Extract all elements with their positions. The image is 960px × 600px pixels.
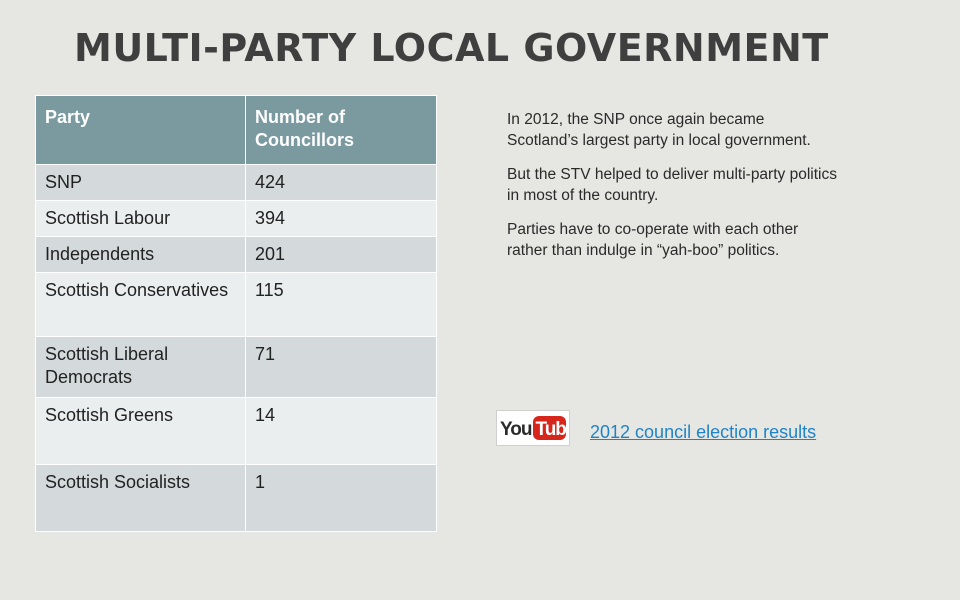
table-row: SNP 424 — [35, 164, 437, 201]
party-cell: SNP — [35, 164, 246, 201]
councillors-cell: 1 — [245, 464, 437, 532]
commentary-paragraph: Parties have to co-operate with each oth… — [507, 221, 799, 259]
councillors-cell: 14 — [245, 397, 437, 465]
party-cell: Scottish Socialists — [35, 464, 246, 532]
slide-title: MULTI-PARTY LOCAL GOVERNMENT — [74, 26, 829, 70]
councillors-cell: 201 — [245, 236, 437, 273]
party-cell: Independents — [35, 236, 246, 273]
youtube-logo-icon[interactable]: You Tube — [496, 410, 570, 446]
table-row: Scottish Conservatives 115 — [35, 272, 437, 337]
councillors-cell: 115 — [245, 272, 437, 337]
table-row: Scottish Socialists 1 — [35, 464, 437, 532]
party-cell: Scottish Liberal Democrats — [35, 336, 246, 398]
election-results-link[interactable]: 2012 council election results — [590, 422, 817, 442]
svg-text:You: You — [500, 419, 532, 440]
party-cell: Scottish Labour — [35, 200, 246, 237]
councillors-table: Party Number of Councillors SNP 424 Scot… — [35, 95, 437, 532]
table-row: Scottish Labour 394 — [35, 200, 437, 237]
table-row: Independents 201 — [35, 236, 437, 273]
commentary-paragraph: In 2012, the SNP once again became Scotl… — [507, 111, 811, 149]
councillors-cell: 424 — [245, 164, 437, 201]
commentary-text: In 2012, the SNP once again became Scotl… — [507, 110, 837, 275]
svg-text:Tube: Tube — [536, 419, 570, 440]
commentary-paragraph: But the STV helped to deliver multi-part… — [507, 166, 837, 204]
table-row: Scottish Greens 14 — [35, 397, 437, 465]
councillors-cell: 71 — [245, 336, 437, 398]
councillors-cell: 394 — [245, 200, 437, 237]
party-cell: Scottish Greens — [35, 397, 246, 465]
column-header-councillors: Number of Councillors — [245, 95, 437, 165]
table-header-row: Party Number of Councillors — [35, 95, 437, 165]
column-header-party: Party — [35, 95, 246, 165]
table-row: Scottish Liberal Democrats 71 — [35, 336, 437, 398]
party-cell: Scottish Conservatives — [35, 272, 246, 337]
